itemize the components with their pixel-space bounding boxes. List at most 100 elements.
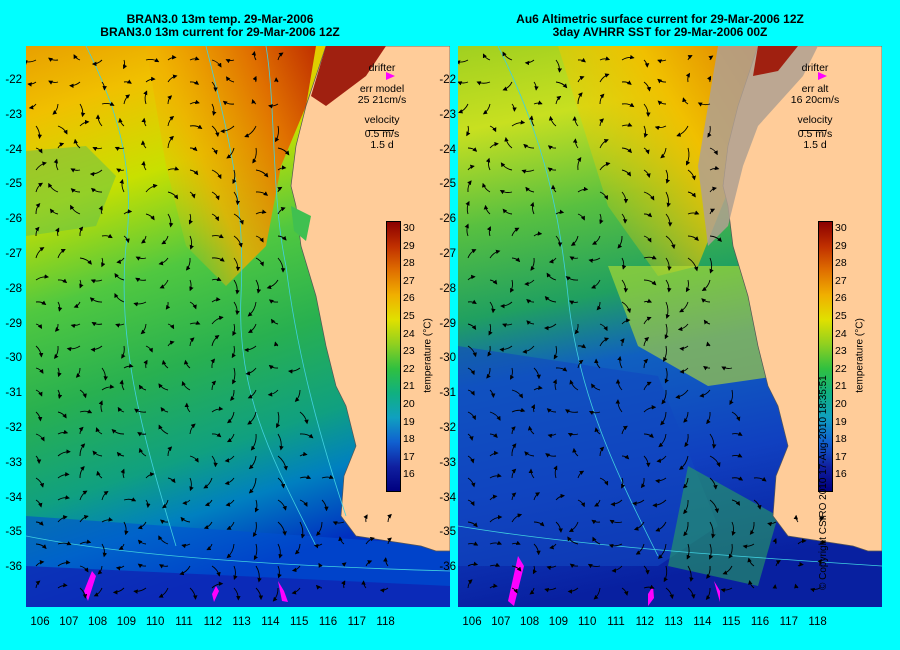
current-vector [35,560,45,567]
current-vector [767,521,777,527]
current-vector [533,367,541,380]
current-vector [57,495,70,501]
current-vector [220,125,235,134]
current-vector [553,345,558,360]
current-vector [467,299,477,305]
current-vector [643,405,657,413]
current-vector [465,200,470,215]
current-vector [230,389,235,401]
current-vector [274,341,279,347]
current-vector [101,491,109,501]
current-vector [643,381,652,391]
colorbar-tick-label: 21 [403,380,415,393]
current-vector [35,411,43,422]
current-vector [576,157,582,171]
current-vector [577,57,586,63]
latitude-label: -27 [439,248,456,260]
current-vector [533,521,545,527]
current-vector [567,536,579,545]
current-vector [167,74,178,83]
current-vector [657,100,667,106]
current-vector [386,537,392,545]
current-vector [643,125,649,138]
current-vector [277,235,287,241]
current-vector [687,587,696,599]
current-vector [643,255,657,260]
longitude-label: 112 [203,616,222,628]
current-vector [316,521,323,536]
colorbar-tick-label: 16 [835,468,847,481]
latitude-label: -36 [5,561,22,574]
current-vector [524,451,535,457]
current-vector [365,536,375,545]
current-vector [119,379,125,391]
current-vector [48,182,59,193]
current-vector [211,406,224,413]
current-vector [709,147,718,156]
current-vector [226,543,235,559]
current-vector [266,279,279,290]
colorbar-tick-label: 29 [403,239,415,252]
current-vector [660,147,667,159]
latitude-label: -29 [439,317,456,330]
copyright-text: © Copyright CSIRO 2010 17-Aug-2010 18:35… [818,375,829,590]
current-vector [134,408,147,414]
current-vector [79,103,86,118]
current-vector [706,75,712,83]
current-vector [599,139,609,149]
current-vector [652,499,667,508]
current-vector [57,278,68,284]
latitude-label: -22 [439,74,456,86]
current-vector [299,499,308,507]
current-vector [79,539,92,545]
current-vector [569,300,579,305]
current-vector [709,477,718,490]
current-vector [145,499,151,509]
current-vector [511,389,523,399]
current-vector [526,298,535,304]
current-vector [180,516,191,523]
current-vector [577,470,585,479]
current-vector [188,213,193,225]
current-vector [502,323,513,328]
current-vector [555,209,565,215]
current-vector [709,186,717,193]
current-vector [387,513,392,523]
current-vector [467,433,474,441]
current-vector [179,565,191,576]
current-vector [79,409,93,414]
current-vector [123,59,128,70]
current-vector [255,279,262,294]
current-vector [500,162,513,171]
latitude-label: -26 [439,213,456,226]
current-vector [341,562,347,567]
current-vector [211,233,224,239]
current-vector [621,257,627,270]
current-vector [211,565,221,577]
current-vector [35,182,43,193]
current-vector [332,521,345,526]
current-vector [549,543,557,550]
longitude-label: 108 [520,616,540,628]
current-vector [167,213,174,228]
current-vector [500,301,513,309]
current-vector [621,147,632,154]
current-vector [35,389,43,397]
current-vector [643,235,652,243]
current-vector [116,451,125,457]
current-vector [546,408,557,413]
current-vector [701,279,711,292]
longitude-label: 109 [548,616,568,628]
colorbar-tick-label: 27 [403,274,415,287]
left-legend-velocity: velocity [364,114,400,126]
current-vector [255,257,264,267]
current-vector [552,379,557,391]
current-vector [489,301,496,314]
current-vector [114,272,125,281]
current-vector [288,367,301,374]
current-vector [189,146,198,152]
current-vector [753,499,762,510]
current-vector [701,298,711,303]
current-vector [587,563,601,569]
current-vector [206,543,213,551]
